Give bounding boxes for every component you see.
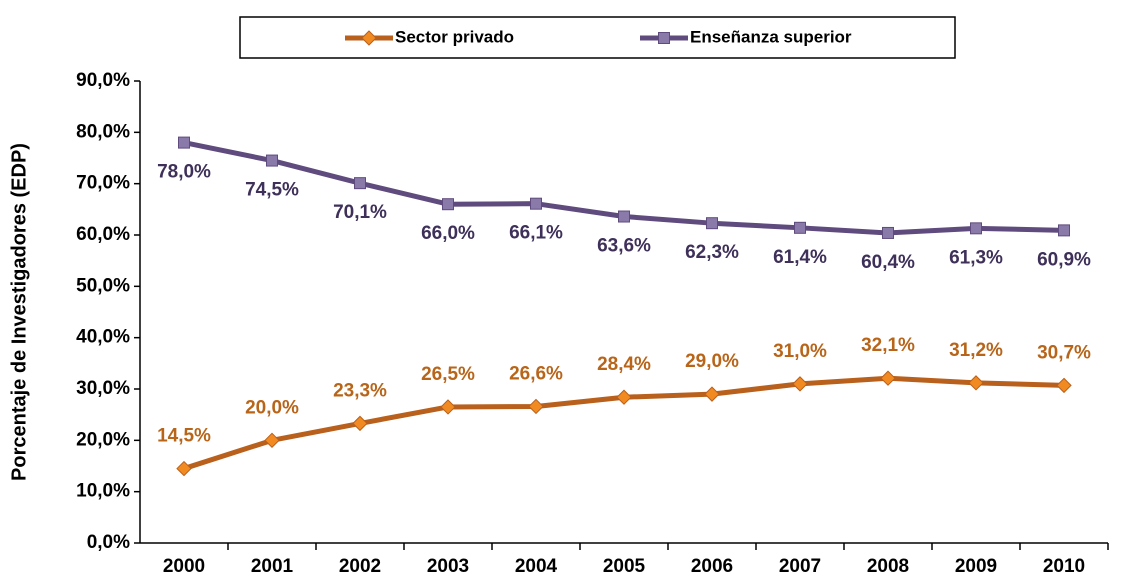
x-tick-label: 2008: [867, 556, 909, 577]
data-label: 60,4%: [861, 252, 915, 273]
data-label: 61,4%: [773, 247, 827, 268]
data-point: [264, 432, 280, 449]
data-point: [176, 460, 192, 477]
data-label: 78,0%: [157, 162, 211, 183]
data-label: 70,1%: [333, 202, 387, 223]
data-point: [528, 398, 544, 415]
x-tick-label: 2001: [251, 556, 294, 577]
data-label: 31,2%: [949, 340, 1003, 361]
data-label: 60,9%: [1037, 249, 1091, 270]
data-point: [968, 375, 984, 391]
data-point: [616, 389, 632, 405]
data-point: [354, 177, 366, 190]
data-label: 32,1%: [861, 335, 915, 356]
data-point: [706, 217, 718, 230]
x-tick-label: 2009: [955, 556, 997, 577]
data-point: [880, 370, 896, 386]
y-tick-label: 40,0%: [76, 327, 130, 348]
y-axis-label: Porcentaje de Investigadores (EDP): [8, 143, 30, 481]
data-label: 14,5%: [157, 426, 211, 447]
x-tick-label: 2005: [603, 556, 646, 577]
data-point: [1056, 377, 1072, 394]
data-label: 20,0%: [245, 397, 299, 418]
y-tick-label: 30,0%: [76, 378, 130, 399]
data-label: 74,5%: [245, 180, 299, 201]
data-label: 26,6%: [509, 363, 563, 384]
x-tick-label: 2007: [779, 556, 821, 577]
data-label: 26,5%: [421, 364, 475, 385]
y-tick-label: 10,0%: [76, 481, 130, 502]
data-point: [442, 198, 454, 211]
data-point: [178, 136, 190, 149]
y-tick-label: 90,0%: [76, 70, 130, 91]
legend-label: Enseñanza superior: [690, 27, 852, 46]
data-label: 62,3%: [685, 242, 739, 263]
data-point: [704, 386, 720, 402]
data-label: 63,6%: [597, 236, 651, 257]
data-point: [792, 376, 808, 392]
y-tick-label: 50,0%: [76, 275, 130, 296]
x-tick-label: 2002: [339, 556, 381, 577]
y-tick-label: 60,0%: [76, 224, 130, 245]
data-point: [266, 154, 278, 167]
data-label: 23,3%: [333, 380, 387, 401]
data-label: 61,3%: [949, 247, 1003, 268]
legend-label: Sector privado: [395, 27, 514, 46]
y-tick-label: 70,0%: [76, 173, 130, 194]
x-tick-label: 2006: [691, 556, 733, 577]
data-label: 31,0%: [773, 341, 827, 362]
x-tick-label: 2003: [427, 556, 469, 577]
data-point: [440, 399, 456, 415]
data-point: [970, 222, 982, 235]
y-tick-label: 80,0%: [76, 121, 130, 142]
data-point: [1058, 224, 1070, 237]
data-point: [352, 415, 368, 432]
data-label: 30,7%: [1037, 342, 1091, 363]
data-point: [882, 226, 894, 239]
x-tick-label: 2010: [1043, 556, 1085, 577]
legend-marker: [658, 32, 670, 44]
data-label: 66,0%: [421, 223, 475, 244]
x-tick-label: 2004: [515, 556, 558, 577]
y-tick-label: 0,0%: [87, 532, 130, 553]
data-label: 66,1%: [509, 223, 563, 244]
data-point: [794, 221, 806, 234]
legend-marker: [361, 30, 377, 46]
data-point: [530, 197, 542, 210]
data-point: [618, 210, 630, 223]
y-tick-label: 20,0%: [76, 429, 130, 450]
x-tick-label: 2000: [163, 556, 205, 577]
data-label: 28,4%: [597, 354, 651, 375]
data-label: 29,0%: [685, 351, 739, 372]
